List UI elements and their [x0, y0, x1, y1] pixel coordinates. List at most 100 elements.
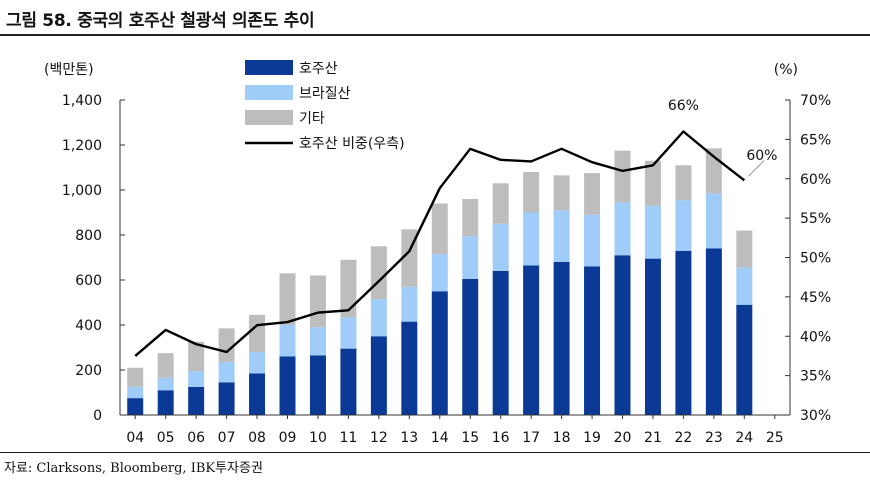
bar-2-14 — [431, 203, 448, 255]
x-tick-label-05: 05 — [157, 430, 175, 446]
footer-rule — [0, 452, 870, 453]
bar-1-19 — [584, 214, 601, 267]
bar-2-18 — [553, 175, 570, 211]
legend-label-1: 브라질산 — [299, 86, 351, 102]
y-left-tick-label: 1,000 — [62, 183, 102, 199]
bar-1-20 — [614, 202, 631, 256]
legend-label-3: 호주산 비중(우측) — [299, 136, 405, 152]
annotations: 66% 60% — [668, 98, 777, 177]
bar-1-11 — [340, 317, 357, 349]
x-tick-label-11: 11 — [339, 430, 357, 446]
y-right-tick-label: 45% — [800, 290, 831, 306]
legend-swatch-0 — [245, 60, 293, 75]
bar-2-11 — [340, 259, 357, 318]
bar-2-15 — [462, 199, 479, 237]
y-left-tick-label: 400 — [75, 318, 102, 334]
x-tick-label-18: 18 — [553, 430, 571, 446]
bar-1-22 — [675, 200, 692, 251]
bar-2-07 — [218, 328, 235, 363]
bar-1-21 — [644, 205, 661, 259]
bar-0-19 — [584, 266, 601, 415]
legend-label-0: 호주산 — [299, 61, 338, 77]
x-tick-label-15: 15 — [461, 430, 479, 446]
bar-1-16 — [492, 223, 509, 271]
bar-1-24 — [736, 267, 753, 305]
bar-2-16 — [492, 183, 509, 224]
bar-0-04 — [127, 398, 144, 415]
bar-0-20 — [614, 255, 631, 415]
bar-2-23 — [705, 148, 722, 194]
bar-1-08 — [249, 352, 266, 374]
bar-0-06 — [188, 386, 205, 415]
bar-1-05 — [157, 377, 174, 391]
share-line — [134, 130, 746, 357]
bar-1-23 — [705, 193, 722, 249]
bar-2-06 — [188, 341, 205, 372]
chart-title: 그림 58. 중국의 호주산 철광석 의존도 추이 — [6, 11, 315, 31]
x-tick-label-23: 23 — [705, 430, 723, 446]
legend-swatch-2 — [245, 110, 293, 125]
y-left-tick-label: 200 — [75, 363, 102, 379]
bar-1-09 — [279, 325, 296, 357]
bar-2-12 — [370, 246, 387, 300]
x-tick-label-19: 19 — [583, 430, 601, 446]
y-left-tick-label: 1,200 — [62, 138, 102, 154]
annotation-peak: 66% — [668, 98, 699, 114]
bar-1-18 — [553, 210, 570, 262]
y-right-tick-label: 65% — [800, 132, 831, 148]
x-tick-label-04: 04 — [126, 430, 144, 446]
bar-2-20 — [614, 150, 631, 203]
y-left-tick-label: 600 — [75, 273, 102, 289]
bar-2-22 — [675, 165, 692, 201]
bar-2-09 — [279, 273, 296, 325]
bar-2-04 — [127, 367, 144, 387]
bar-0-11 — [340, 348, 357, 415]
bar-0-09 — [279, 356, 296, 415]
bar-0-18 — [553, 262, 570, 415]
x-tick-label-21: 21 — [644, 430, 662, 446]
x-tick-label-10: 10 — [309, 430, 327, 446]
bar-0-23 — [705, 248, 722, 415]
y-left-tick-label: 800 — [75, 228, 102, 244]
x-tick-label-22: 22 — [674, 430, 692, 446]
source-note: 자료: Clarksons, Bloomberg, IBK투자증권 — [4, 461, 263, 476]
bar-0-10 — [309, 355, 326, 415]
bar-0-08 — [249, 373, 266, 415]
bar-2-21 — [644, 160, 661, 206]
bar-0-13 — [401, 321, 418, 415]
axes-layer: 0 200 400 600 800 1,000 1,200 1,400 30% 35% 40% 45%… — [62, 93, 831, 446]
x-tick-label-06: 06 — [187, 430, 205, 446]
y-left-tick-label: 0 — [93, 408, 102, 424]
y-right-tick-label: 55% — [800, 211, 831, 227]
bar-0-14 — [431, 291, 448, 415]
x-tick-label-07: 07 — [218, 430, 236, 446]
bar-2-24 — [736, 230, 753, 268]
bar-2-08 — [249, 314, 266, 352]
bar-1-10 — [309, 327, 326, 356]
title-rule — [0, 34, 870, 36]
bar-0-21 — [644, 258, 661, 415]
x-tick-label-24: 24 — [735, 430, 753, 446]
bar-0-16 — [492, 271, 509, 415]
x-tick-label-16: 16 — [492, 430, 510, 446]
x-tick-label-17: 17 — [522, 430, 540, 446]
y-right-tick-label: 70% — [800, 93, 831, 109]
bar-2-17 — [523, 172, 540, 213]
x-tick-label-12: 12 — [370, 430, 388, 446]
y-right-tick-label: 60% — [800, 172, 831, 188]
bar-1-12 — [370, 299, 387, 337]
bar-1-07 — [218, 362, 235, 383]
legend-swatch-1 — [245, 85, 293, 100]
bar-2-10 — [309, 275, 326, 328]
y-left-tick-label: 1,400 — [62, 93, 102, 109]
bar-0-15 — [462, 278, 479, 415]
chart: (백만톤) (%) 0 200 400 600 800 1,000 1,200 1,400 30… — [44, 60, 831, 446]
bar-1-13 — [401, 286, 418, 322]
y-right-unit-label: (%) — [774, 62, 798, 78]
bar-0-24 — [736, 304, 753, 415]
bar-1-14 — [431, 254, 448, 292]
legend-label-2: 기타 — [299, 111, 325, 127]
bar-2-19 — [584, 173, 601, 215]
y-right-tick-label: 50% — [800, 251, 831, 267]
